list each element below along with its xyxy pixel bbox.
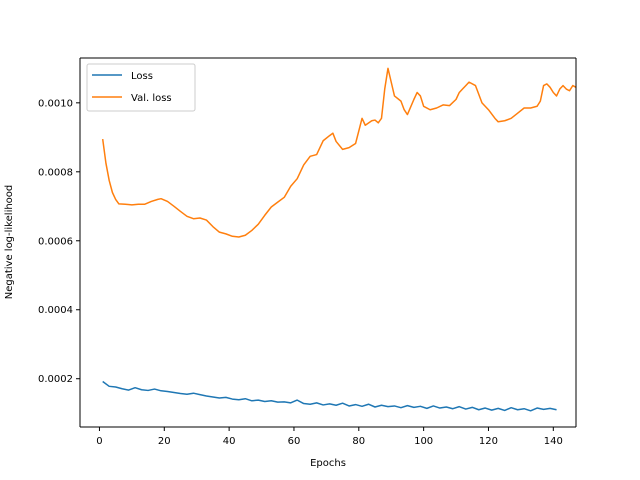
plot-area — [80, 58, 576, 427]
x-tick-label: 0 — [96, 436, 102, 447]
series-layer — [101, 67, 577, 412]
legend-loss-label: Loss — [131, 71, 153, 82]
series-line-val-loss — [101, 67, 577, 238]
x-tick-label: 40 — [223, 436, 236, 447]
axes-layer: 0 20 40 60 80 100 120 140 0.0002 0.0004 0.0006 0.00… — [38, 57, 577, 447]
x-axis-title: Epochs — [310, 458, 346, 469]
x-tick-label: 20 — [158, 436, 171, 447]
x-tick-label: 80 — [352, 436, 365, 447]
y-tick-label: 0.0008 — [38, 167, 73, 178]
legend: Loss Val. loss — [86, 63, 196, 112]
x-tick-label: 60 — [288, 436, 301, 447]
y-tick-label: 0.0002 — [38, 374, 73, 385]
x-tick-label: 140 — [544, 436, 563, 447]
x-tick-label: 120 — [479, 436, 498, 447]
x-tick-label: 100 — [414, 436, 433, 447]
y-axis-title: Negative log-likelihood — [4, 185, 15, 300]
plot-background — [80, 58, 576, 427]
y-tick-label: 0.0006 — [38, 236, 73, 247]
series-line-loss — [102, 380, 557, 412]
legend-val-loss-label: Val. loss — [131, 93, 172, 104]
y-tick-label: 0.0004 — [38, 305, 73, 316]
y-tick-label: 0.0010 — [38, 98, 73, 109]
